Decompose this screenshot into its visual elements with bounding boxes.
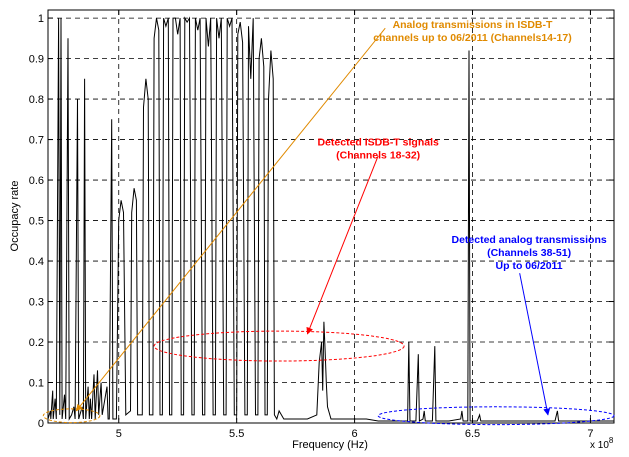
x-tick-label: 6.5 (465, 428, 480, 440)
annotation-3: Detected analog transmissions(Channels 3… (377, 234, 615, 426)
annotation-ellipse (42, 408, 101, 424)
annotation-text: channels up to 06/2011 (Channels14-17) (373, 32, 571, 44)
y-tick-label: 0.2 (29, 337, 44, 349)
y-tick-label: 0.4 (29, 256, 44, 268)
annotation-arrow (75, 27, 386, 412)
annotation-text: Analog transmissions in ISDB-T (393, 19, 553, 31)
annotation-arrow (306, 155, 379, 335)
annotation-text: Up to 06/2011 (496, 260, 563, 272)
x-tick-label: 6 (352, 428, 358, 440)
x-axis-label: Frequency (Hz) (292, 439, 368, 451)
y-tick-label: 0 (38, 418, 44, 430)
annotation-arrow (519, 273, 551, 416)
x-exponent-power: 8 (609, 436, 614, 445)
annotation-ellipse (377, 406, 615, 426)
x-tick-label: 5 (116, 428, 122, 440)
annotation-2: Detected ISDB-T signals(Channels 18-32) (153, 137, 439, 362)
annotation-text: (Channels 18-32) (336, 150, 420, 162)
annotation-ellipse (153, 330, 405, 362)
axis-ticks: 5 5.5 6 6.5 7 0 0.1 0.2 0.3 0.4 0.5 0.6 0.7 0.8 0.9 1 (29, 10, 614, 440)
annotation-text: Detected analog transmissions (451, 234, 606, 246)
y-tick-label: 0.5 (29, 216, 44, 228)
y-tick-label: 0.9 (29, 54, 44, 66)
y-tick-label: 1 (38, 13, 44, 25)
x-tick-label: 5.5 (229, 428, 244, 440)
x-tick-label: 7 (587, 428, 593, 440)
y-tick-label: 0.1 (29, 378, 44, 390)
plot-background (48, 10, 614, 423)
y-tick-label: 0.7 (29, 135, 44, 147)
plot-frame (47, 9, 615, 424)
y-tick-label: 0.8 (29, 94, 44, 106)
annotation-text: (Channels 38-51) (487, 247, 571, 259)
x-exponent-label: x 108 (590, 436, 614, 451)
x-exponent-base: x 10 (590, 440, 609, 451)
y-axis-label: Occupacy rate (9, 181, 21, 252)
y-tick-label: 0.6 (29, 175, 44, 187)
annotation-text: Detected ISDB-T signals (317, 137, 439, 149)
y-tick-label: 0.3 (29, 297, 44, 309)
